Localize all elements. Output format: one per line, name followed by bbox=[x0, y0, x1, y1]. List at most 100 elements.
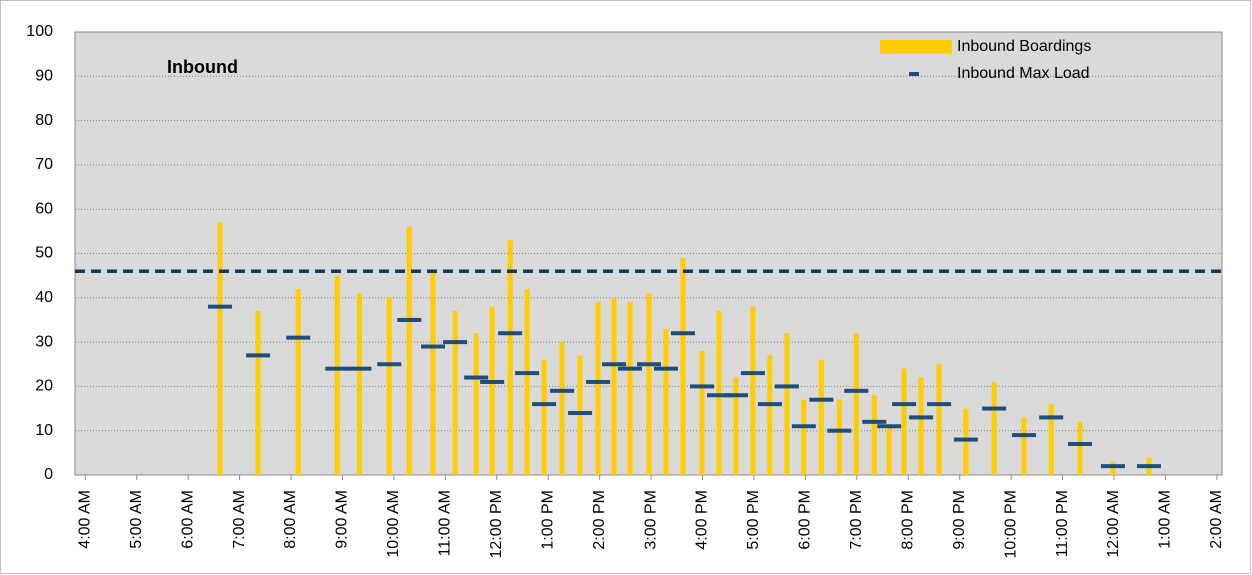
bar bbox=[767, 355, 773, 475]
max-load-marker bbox=[653, 366, 678, 371]
max-load-marker bbox=[325, 366, 350, 371]
max-load-marker bbox=[617, 366, 642, 371]
bar bbox=[699, 350, 705, 475]
bar bbox=[595, 302, 601, 475]
bar bbox=[716, 311, 722, 475]
bar bbox=[255, 311, 261, 475]
bar bbox=[1021, 417, 1027, 475]
max-load-marker bbox=[532, 402, 557, 407]
y-tick-label: 60 bbox=[35, 200, 53, 217]
max-load-marker bbox=[377, 362, 402, 367]
max-load-marker bbox=[689, 384, 714, 389]
x-tick-label: 2:00 PM bbox=[591, 490, 608, 550]
y-tick-label: 100 bbox=[26, 23, 53, 40]
legend-swatch bbox=[909, 72, 919, 76]
max-load-marker bbox=[757, 402, 782, 407]
x-tick-label: 5:00 AM bbox=[128, 490, 145, 549]
bar bbox=[473, 333, 479, 475]
x-tick-label: 10:00 AM bbox=[385, 490, 402, 558]
bar bbox=[818, 359, 824, 475]
x-tick-label: 8:00 PM bbox=[899, 490, 916, 550]
max-load-marker bbox=[909, 415, 934, 420]
y-tick-label: 10 bbox=[35, 422, 53, 439]
max-load-marker bbox=[1136, 464, 1161, 469]
bar bbox=[541, 359, 547, 475]
x-tick-label: 7:00 PM bbox=[848, 490, 865, 550]
max-load-marker bbox=[774, 384, 799, 389]
bar bbox=[1110, 461, 1116, 475]
bar bbox=[452, 311, 458, 475]
legend-label: Inbound Max Load bbox=[957, 65, 1090, 82]
bar bbox=[871, 395, 877, 475]
max-load-marker bbox=[670, 331, 695, 336]
bar bbox=[853, 333, 859, 475]
y-tick-label: 50 bbox=[35, 245, 53, 262]
bar bbox=[627, 302, 633, 475]
max-load-marker bbox=[862, 419, 887, 424]
bar bbox=[1048, 404, 1054, 475]
max-load-marker bbox=[1068, 441, 1093, 446]
bar bbox=[836, 399, 842, 475]
bar bbox=[406, 226, 412, 475]
bar bbox=[918, 377, 924, 475]
x-tick-label: 7:00 AM bbox=[231, 490, 248, 549]
bar bbox=[936, 364, 942, 475]
max-load-marker bbox=[480, 379, 505, 384]
bar bbox=[801, 399, 807, 475]
bar bbox=[217, 222, 223, 475]
max-load-marker bbox=[809, 397, 834, 402]
max-load-marker bbox=[637, 362, 662, 367]
bar bbox=[750, 306, 756, 475]
bar bbox=[991, 381, 997, 475]
bar bbox=[901, 368, 907, 475]
x-tick-label: 5:00 PM bbox=[745, 490, 762, 550]
max-load-marker bbox=[706, 393, 731, 398]
bar bbox=[784, 333, 790, 475]
max-load-marker bbox=[723, 393, 748, 398]
bar bbox=[663, 328, 669, 475]
x-tick-label: 6:00 AM bbox=[179, 490, 196, 549]
bar bbox=[1077, 421, 1083, 475]
bar bbox=[334, 275, 340, 475]
chart-annotation: Inbound bbox=[167, 57, 238, 77]
bar bbox=[430, 271, 436, 475]
bar bbox=[559, 342, 565, 475]
max-load-marker bbox=[827, 428, 852, 433]
max-load-marker bbox=[602, 362, 627, 367]
bar bbox=[646, 293, 652, 475]
x-tick-label: 4:00 AM bbox=[77, 490, 94, 549]
y-tick-label: 70 bbox=[35, 156, 53, 173]
y-tick-label: 80 bbox=[35, 112, 53, 129]
max-load-marker bbox=[1100, 464, 1125, 469]
max-load-marker bbox=[953, 437, 978, 442]
max-load-marker bbox=[586, 379, 611, 384]
legend-label: Inbound Boardings bbox=[957, 38, 1091, 55]
max-load-marker bbox=[347, 366, 372, 371]
bar bbox=[577, 355, 583, 475]
x-tick-label: 1:00 PM bbox=[539, 490, 556, 550]
bar bbox=[524, 288, 530, 475]
x-tick-label: 4:00 PM bbox=[694, 490, 711, 550]
max-load-marker bbox=[844, 388, 869, 393]
bar bbox=[356, 293, 362, 475]
y-tick-label: 90 bbox=[35, 68, 53, 85]
legend-swatch bbox=[880, 40, 952, 54]
max-load-marker bbox=[420, 344, 445, 349]
max-load-marker bbox=[927, 402, 952, 407]
x-tick-label: 9:00 PM bbox=[951, 490, 968, 550]
max-load-marker bbox=[1011, 433, 1036, 438]
max-load-marker bbox=[550, 388, 575, 393]
max-load-marker bbox=[498, 331, 523, 336]
bar bbox=[611, 297, 617, 475]
x-tick-label: 11:00 AM bbox=[437, 490, 454, 556]
x-tick-label: 10:00 PM bbox=[1002, 490, 1019, 558]
bar bbox=[963, 408, 969, 475]
y-tick-label: 30 bbox=[35, 333, 53, 350]
bar bbox=[507, 240, 513, 475]
max-load-marker bbox=[1039, 415, 1064, 420]
bar bbox=[733, 377, 739, 475]
max-load-marker bbox=[877, 424, 902, 429]
max-load-marker bbox=[464, 375, 489, 380]
x-tick-label: 12:00 PM bbox=[488, 490, 505, 558]
